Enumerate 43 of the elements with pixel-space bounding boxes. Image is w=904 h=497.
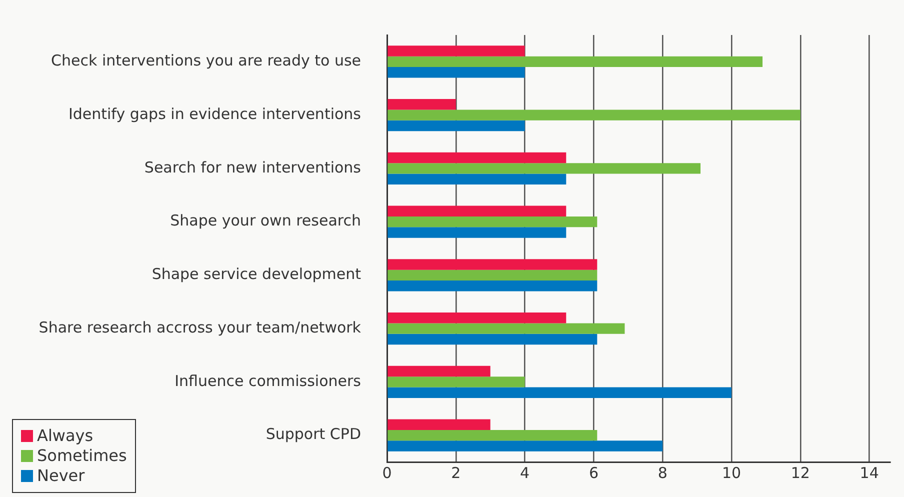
y-tick-label: Check interventions you are ready to use bbox=[51, 52, 361, 70]
bar bbox=[388, 430, 598, 441]
x-tick-label: 12 bbox=[790, 464, 810, 482]
bar bbox=[388, 440, 663, 452]
bar bbox=[388, 270, 598, 281]
bar bbox=[388, 56, 763, 68]
bar bbox=[388, 312, 566, 324]
bar bbox=[388, 366, 490, 377]
bar bbox=[388, 174, 566, 184]
bar bbox=[388, 280, 598, 292]
x-tick-label: 4 bbox=[520, 464, 530, 482]
y-tick-label: Search for new interventions bbox=[144, 158, 362, 176]
bar bbox=[388, 259, 598, 270]
bar bbox=[388, 323, 625, 334]
bar bbox=[388, 120, 525, 132]
y-tick-label: Share research accross your team/network bbox=[38, 318, 362, 336]
x-tick-label: 0 bbox=[382, 464, 392, 482]
y-tick-label: Shape your own research bbox=[170, 212, 361, 230]
x-tick-label: 6 bbox=[588, 464, 598, 482]
bar bbox=[388, 227, 566, 238]
bar bbox=[388, 387, 732, 398]
y-tick-label: Support CPD bbox=[266, 425, 361, 444]
bar bbox=[388, 216, 598, 228]
y-tick-label: Identify gaps in evidence interventions bbox=[68, 104, 362, 123]
bar bbox=[388, 334, 598, 345]
x-tick-label: 10 bbox=[722, 464, 742, 482]
bar bbox=[388, 163, 701, 174]
bar bbox=[388, 152, 566, 164]
bar bbox=[388, 419, 490, 430]
y-tick-label: Influence commissioners bbox=[174, 372, 362, 390]
bar bbox=[388, 206, 566, 216]
legend-label: Never bbox=[36, 466, 86, 486]
bar bbox=[388, 110, 800, 120]
legend-label: Sometimes bbox=[36, 446, 127, 466]
x-tick-label: 8 bbox=[658, 464, 668, 482]
bar bbox=[388, 46, 525, 56]
x-tick-label: 14 bbox=[860, 464, 879, 482]
bar bbox=[388, 67, 525, 78]
x-tick-label: 2 bbox=[451, 464, 461, 482]
bar bbox=[388, 376, 525, 388]
y-tick-label: Shape service development bbox=[152, 265, 362, 284]
legend-label: Always bbox=[36, 426, 94, 446]
bar bbox=[388, 99, 456, 110]
